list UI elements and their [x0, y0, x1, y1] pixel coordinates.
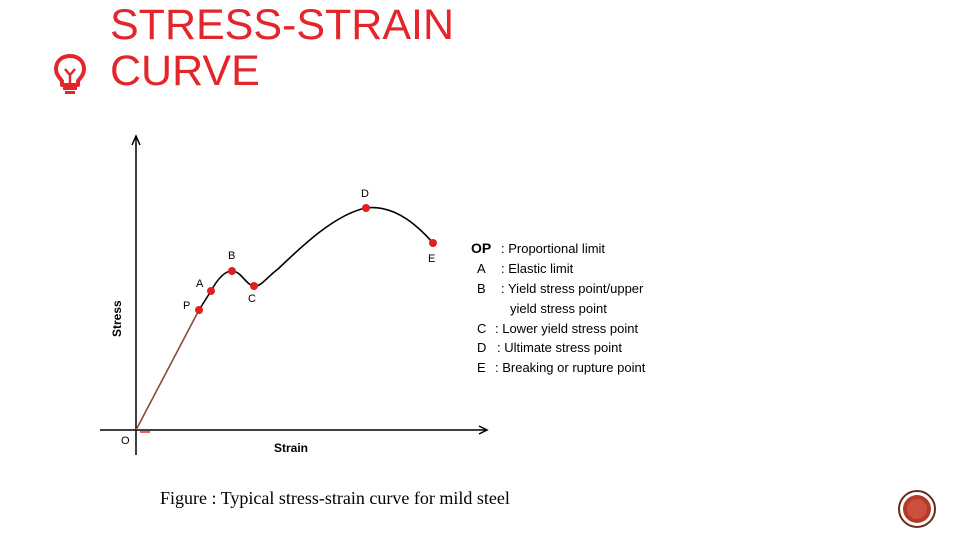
- point-p: [195, 306, 203, 314]
- title-line-2: CURVE: [110, 47, 260, 95]
- page-badge-icon: [898, 490, 936, 528]
- legend-key: C: [477, 321, 486, 336]
- lightbulb-icon: [54, 54, 86, 94]
- legend-desc: : Proportional limit: [501, 241, 605, 256]
- legend-desc: : Elastic limit: [501, 261, 574, 276]
- linear-segment: [135, 309, 200, 431]
- x-axis-label: Strain: [274, 441, 308, 455]
- legend: OP : Proportional limit A : Elastic limi…: [471, 240, 646, 375]
- point-label-b: B: [228, 250, 235, 262]
- y-axis-label: Stress: [110, 300, 124, 337]
- point-d: [362, 204, 370, 212]
- point-label-a: A: [196, 278, 204, 290]
- title-line-1: STRESS-STRAIN: [110, 1, 455, 49]
- point-c: [250, 282, 258, 290]
- figure-caption: Figure : Typical stress-strain curve for…: [160, 488, 510, 508]
- point-label-p: P: [183, 300, 190, 312]
- legend-key: A: [477, 261, 486, 276]
- point-e: [429, 239, 437, 247]
- legend-key: B: [477, 281, 486, 296]
- slide-title: STRESS-STRAIN CURVE: [110, 2, 570, 94]
- point-a: [207, 287, 215, 295]
- point-label-d: D: [361, 188, 369, 200]
- x-axis-arrow: [478, 425, 489, 435]
- point-label-c: C: [248, 293, 256, 305]
- legend-desc: : Lower yield stress point: [495, 321, 638, 336]
- y-axis-arrow: [131, 134, 141, 146]
- legend-key: D: [477, 340, 486, 355]
- legend-desc: : Breaking or rupture point: [495, 360, 646, 375]
- origin-label: O: [121, 435, 130, 447]
- legend-desc: : Yield stress point/upper: [501, 281, 644, 296]
- point-label-e: E: [428, 253, 435, 265]
- legend-key: OP: [471, 240, 491, 256]
- legend-desc: yield stress point: [510, 301, 607, 316]
- legend-key: E: [477, 360, 486, 375]
- point-b: [228, 267, 236, 275]
- legend-desc: : Ultimate stress point: [497, 340, 622, 355]
